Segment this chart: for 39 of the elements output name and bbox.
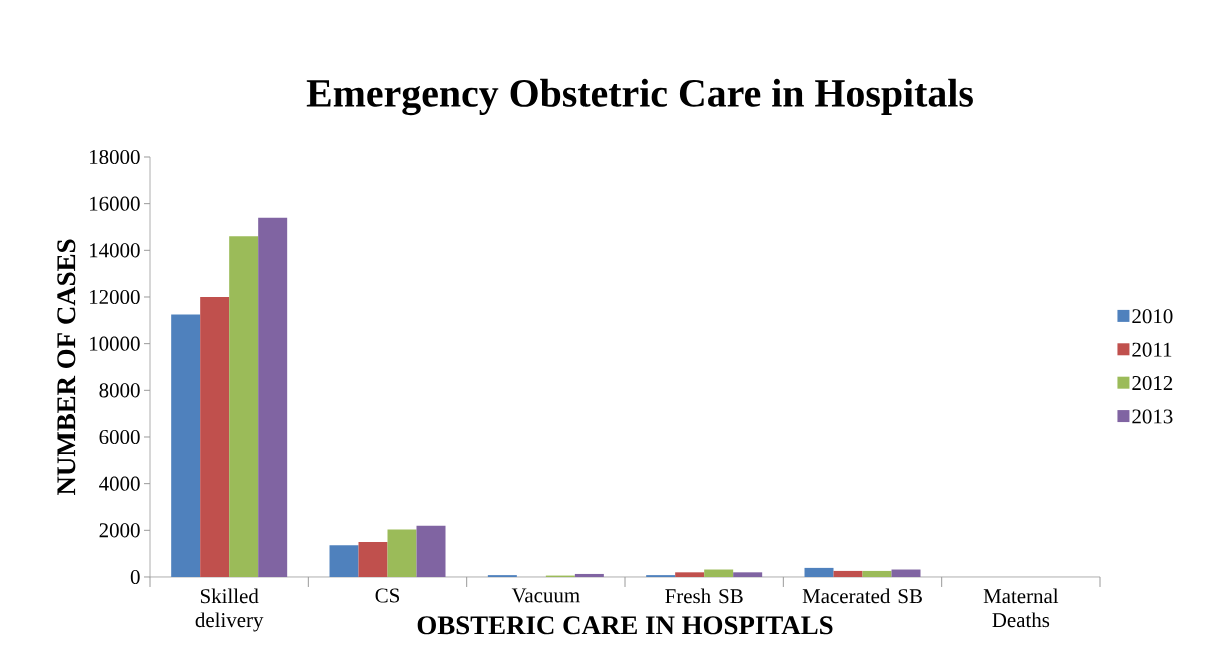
bar [675, 572, 705, 577]
bar [200, 296, 230, 577]
bar [258, 217, 288, 577]
x-tick-label: Maternal Deaths [983, 588, 1059, 628]
bar [329, 545, 359, 577]
y-tick-label: 8000 [99, 383, 140, 398]
y-tick-label: 0 [130, 569, 140, 585]
legend-label: 2011 [1132, 342, 1172, 357]
x-tick-label: Skilled delivery [195, 588, 264, 632]
bar [891, 569, 921, 577]
x-axis-title: OBSTERIC CARE IN HOSPITALS [417, 616, 833, 635]
y-tick-label: 14000 [90, 243, 140, 258]
bar [862, 570, 892, 577]
y-tick-label: 16000 [90, 196, 140, 211]
legend-label: 2012 [1132, 375, 1173, 391]
bar [416, 525, 446, 577]
y-tick-label: 18000 [90, 149, 140, 165]
bar [704, 569, 734, 577]
x-tick-label: Fresh SB [665, 588, 743, 604]
y-tick-label: 6000 [99, 429, 140, 445]
x-tick-label: Macerated SB [802, 588, 922, 604]
bar [229, 236, 259, 577]
y-axis-title: NUMBER OF CASES [57, 239, 76, 495]
legend-label: 2013 [1132, 409, 1173, 424]
y-tick-label: 10000 [90, 336, 140, 351]
bar [358, 541, 388, 577]
legend-label: 2010 [1132, 309, 1173, 324]
x-tick-label: Vacuum [511, 588, 580, 603]
chart-title: Emergency Obstetric Care in Hospitals [306, 78, 973, 116]
bar [833, 570, 863, 577]
x-tick-label: CS [375, 588, 400, 603]
bar [171, 314, 201, 577]
bar [733, 572, 763, 577]
y-tick-label: 12000 [90, 289, 140, 305]
bar [387, 529, 417, 577]
bar [574, 573, 604, 577]
y-tick-label: 2000 [99, 523, 140, 538]
y-tick-label: 4000 [99, 476, 140, 491]
bar [804, 567, 834, 577]
